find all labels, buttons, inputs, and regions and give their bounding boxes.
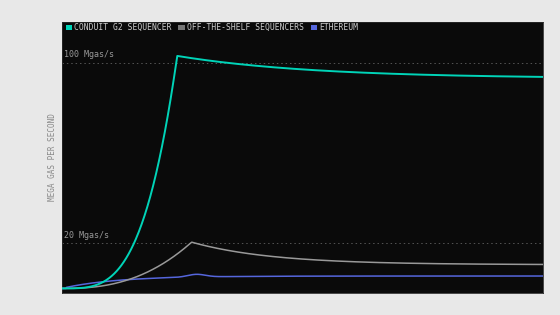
Text: 100 Mgas/s: 100 Mgas/s <box>64 50 114 59</box>
Text: 20 Mgas/s: 20 Mgas/s <box>64 231 109 240</box>
Legend: CONDUIT G2 SEQUENCER, OFF-THE-SHELF SEQUENCERS, ETHEREUM: CONDUIT G2 SEQUENCER, OFF-THE-SHELF SEQU… <box>66 23 358 32</box>
Y-axis label: MEGA GAS PER SECOND: MEGA GAS PER SECOND <box>48 114 58 201</box>
